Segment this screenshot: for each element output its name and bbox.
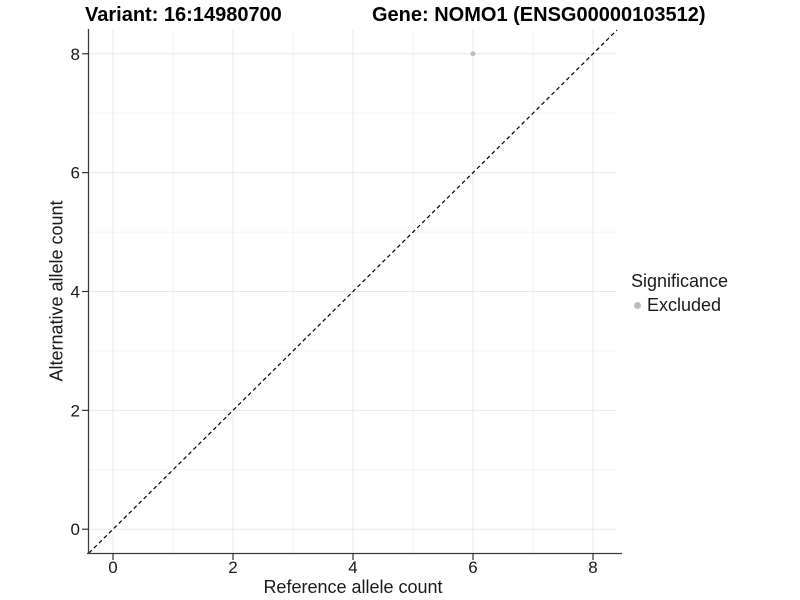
y-tick-label: 8: [71, 45, 80, 64]
x-tick-label: 0: [108, 558, 117, 577]
data-point: [470, 51, 476, 57]
y-tick-label: 6: [71, 164, 80, 183]
y-tick-label: 4: [71, 283, 80, 302]
y-axis-title: Alternative allele count: [46, 200, 67, 382]
x-tick-label: 8: [588, 558, 597, 577]
variant-title: Variant: 16:14980700: [85, 4, 282, 26]
legend-item-excluded: Excluded: [631, 295, 728, 316]
legend-point-icon: [634, 302, 641, 309]
y-tick-label: 0: [71, 520, 80, 539]
x-axis-title: Reference allele count: [263, 577, 443, 597]
legend-title: Significance: [631, 271, 729, 291]
gene-title: Gene: NOMO1 (ENSG00000103512): [372, 4, 706, 26]
y-tick-label: 2: [71, 401, 80, 420]
x-tick-label: 4: [348, 558, 357, 577]
legend: Significance Excluded: [631, 271, 728, 316]
x-tick-label: 6: [468, 558, 477, 577]
identity-line: [88, 29, 618, 554]
x-tick-label: 2: [228, 558, 237, 577]
legend-item-label: Excluded: [647, 295, 722, 315]
